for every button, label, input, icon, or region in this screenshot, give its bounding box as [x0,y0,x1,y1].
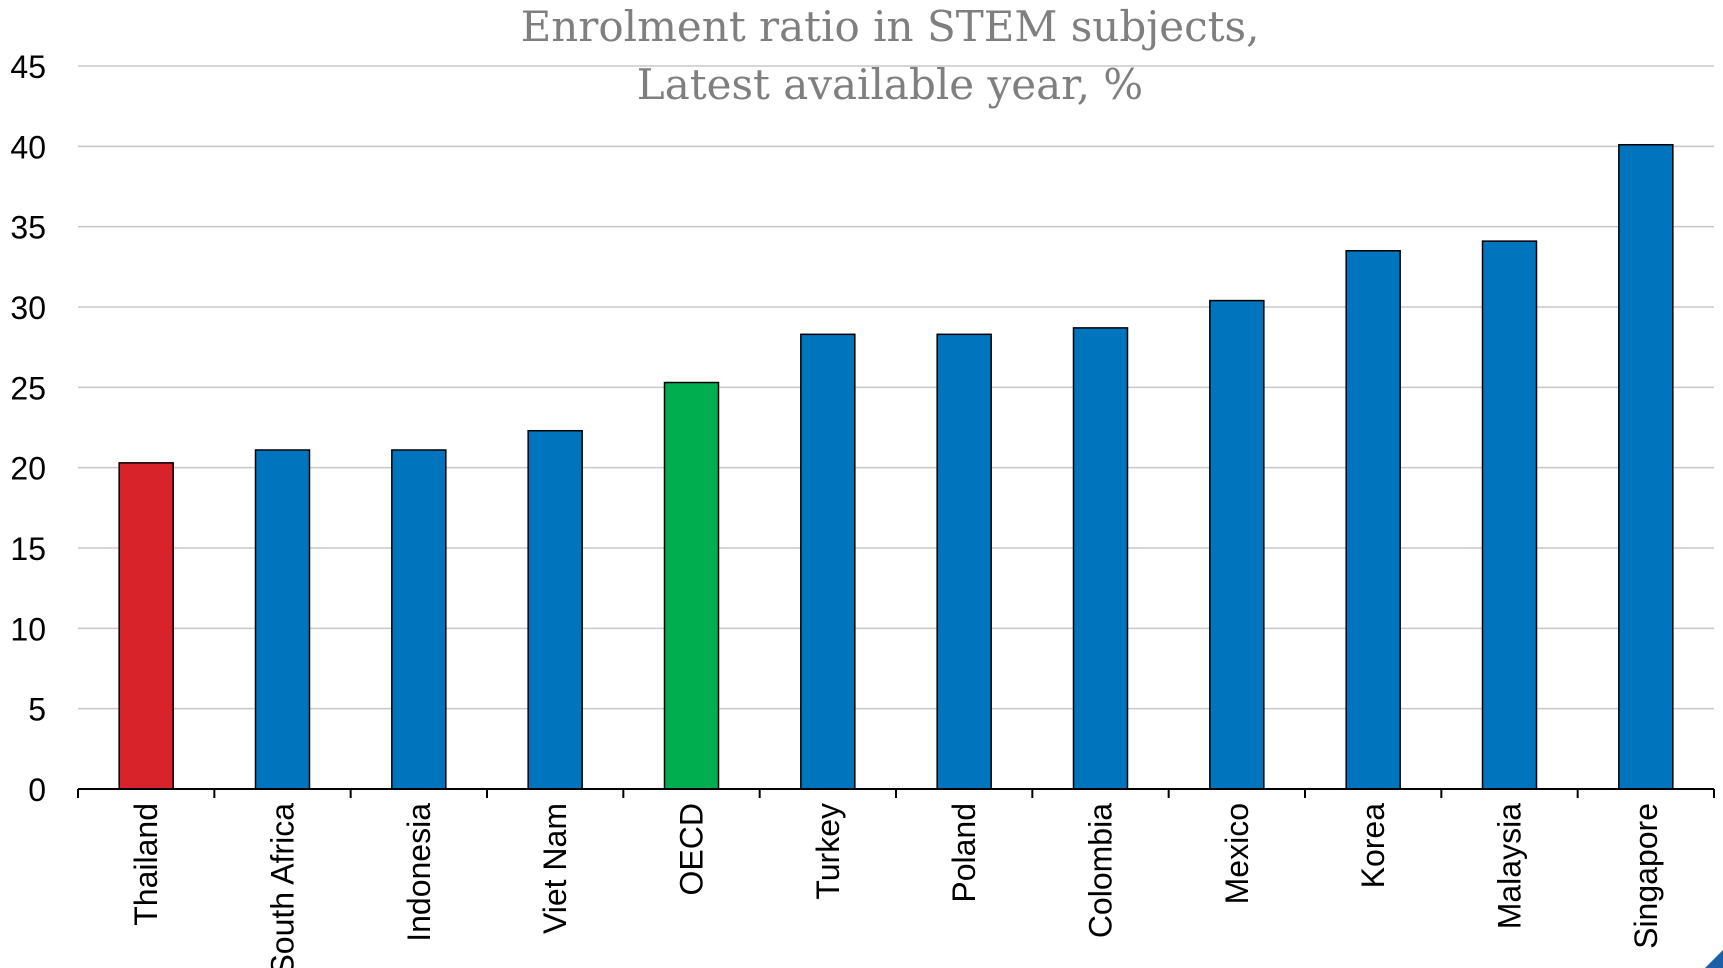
chart-subtitle: Latest available year, % [636,60,1144,109]
x-tick-label: Indonesia [401,803,437,942]
y-tick-label: 25 [10,370,46,406]
bar-malaysia [1481,240,1538,790]
y-tick-label: 45 [10,49,46,85]
x-tick-label: Viet Nam [537,803,573,934]
bar-singapore [1618,143,1674,790]
y-tick-label: 5 [28,692,46,728]
x-tick-label: South Africa [265,803,301,968]
x-tick-label: Singapore [1628,803,1664,949]
y-tick-label: 35 [10,210,46,246]
x-tick-label: Poland [946,803,982,903]
chart-title: Enrolment ratio in STEM subjects, [520,2,1260,51]
x-tick-label: Malaysia [1492,803,1528,929]
bars [118,143,1674,790]
bar-oecd [663,381,720,790]
y-tick-label: 0 [28,772,46,808]
y-axis-ticks: 0 5 10 15 20 25 30 35 40 45 [10,49,46,808]
y-tick-label: 30 [10,290,46,326]
bar-korea [1345,250,1401,790]
bar-colombia [1072,327,1129,790]
bar-thailand [118,462,174,790]
bar-mexico [1209,299,1265,790]
bar-turkey [800,333,856,790]
x-tick-label: Turkey [810,803,846,900]
bar-south-africa [254,449,311,790]
x-tick-label: OECD [674,803,710,895]
bar-indonesia [391,449,447,790]
bar-viet-nam [527,429,583,790]
gridlines [78,65,1714,710]
x-tick-label: Korea [1355,803,1391,889]
y-tick-label: 20 [10,451,46,487]
x-tick-label: Colombia [1083,803,1119,938]
y-tick-label: 15 [10,531,46,567]
x-axis-labels: Thailand South Africa Indonesia Viet Nam OEC… [128,803,1664,968]
corner-mark [1705,950,1723,968]
bar-poland [936,333,992,790]
y-tick-label: 40 [10,129,46,165]
y-tick-label: 10 [10,611,46,647]
x-tick-label: Thailand [128,803,164,926]
x-axis [77,788,1715,798]
x-tick-label: Mexico [1219,803,1255,904]
